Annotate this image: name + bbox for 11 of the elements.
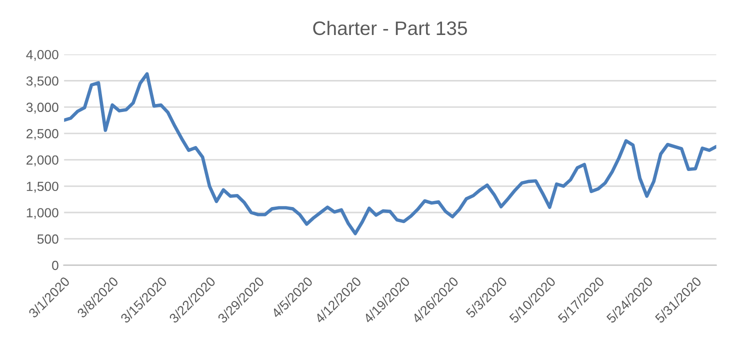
y-tick-label: 500 [37, 234, 58, 244]
y-tick-label: 4,000 [26, 50, 58, 61]
chart-title: Charter - Part 135 [313, 20, 467, 36]
y-tick-label: 0 [52, 260, 58, 270]
y-tick-label: 1,000 [26, 208, 58, 219]
y-tick-label: 1,500 [26, 182, 58, 193]
y-tick-label: 2,000 [26, 155, 58, 166]
y-tick-label: 3,500 [26, 76, 58, 88]
line-series [64, 72, 716, 236]
y-tick-label: 2,500 [26, 129, 58, 140]
y-tick-label: 3,000 [26, 102, 58, 114]
